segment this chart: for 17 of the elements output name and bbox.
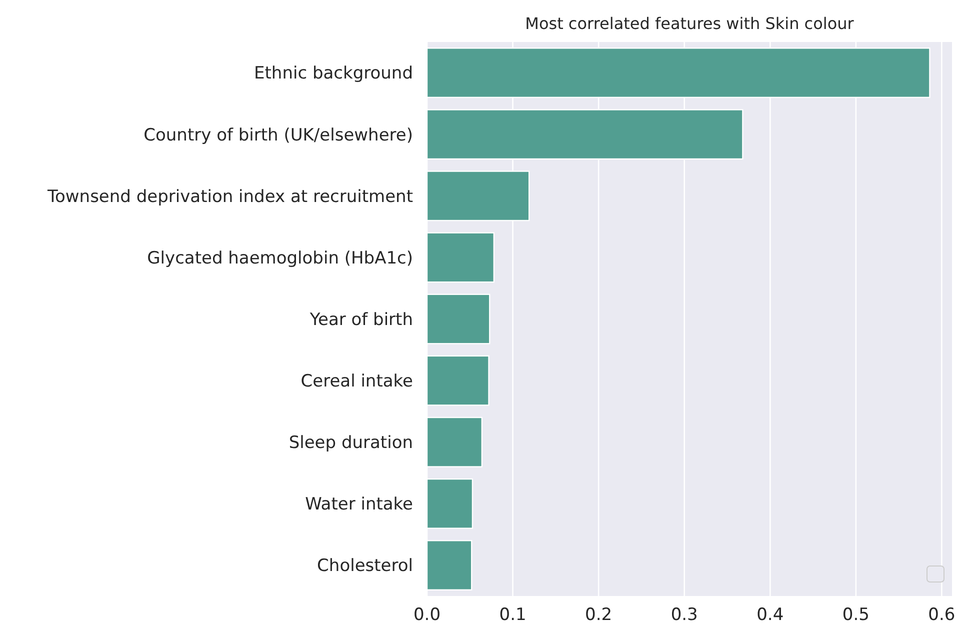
chart-title: Most correlated features with Skin colour: [525, 14, 854, 33]
x-tick-label: 0.3: [670, 605, 698, 625]
x-tick-label: 0.5: [842, 605, 870, 625]
x-tick-label: 0.6: [928, 605, 956, 625]
y-tick-label: Sleep duration: [288, 433, 413, 454]
y-tick-label: Townsend deprivation index at recruitment: [46, 186, 414, 207]
y-tick-label: Ethnic background: [254, 64, 413, 84]
y-tick-label: Cereal intake: [300, 372, 413, 392]
x-tick-label: 0.2: [585, 605, 612, 625]
y-tick-label: Glycated haemoglobin (HbA1c): [147, 248, 413, 268]
x-tick-label: 0.0: [413, 605, 441, 625]
x-tick-label: 0.4: [756, 605, 784, 625]
y-tick-label: Water intake: [305, 494, 413, 515]
y-tick-label: Country of birth (UK/elsewhere): [144, 125, 413, 146]
x-tick-label: 0.1: [499, 605, 526, 625]
y-tick-label: Year of birth: [308, 310, 413, 330]
y-tick-label: Cholesterol: [317, 556, 413, 576]
